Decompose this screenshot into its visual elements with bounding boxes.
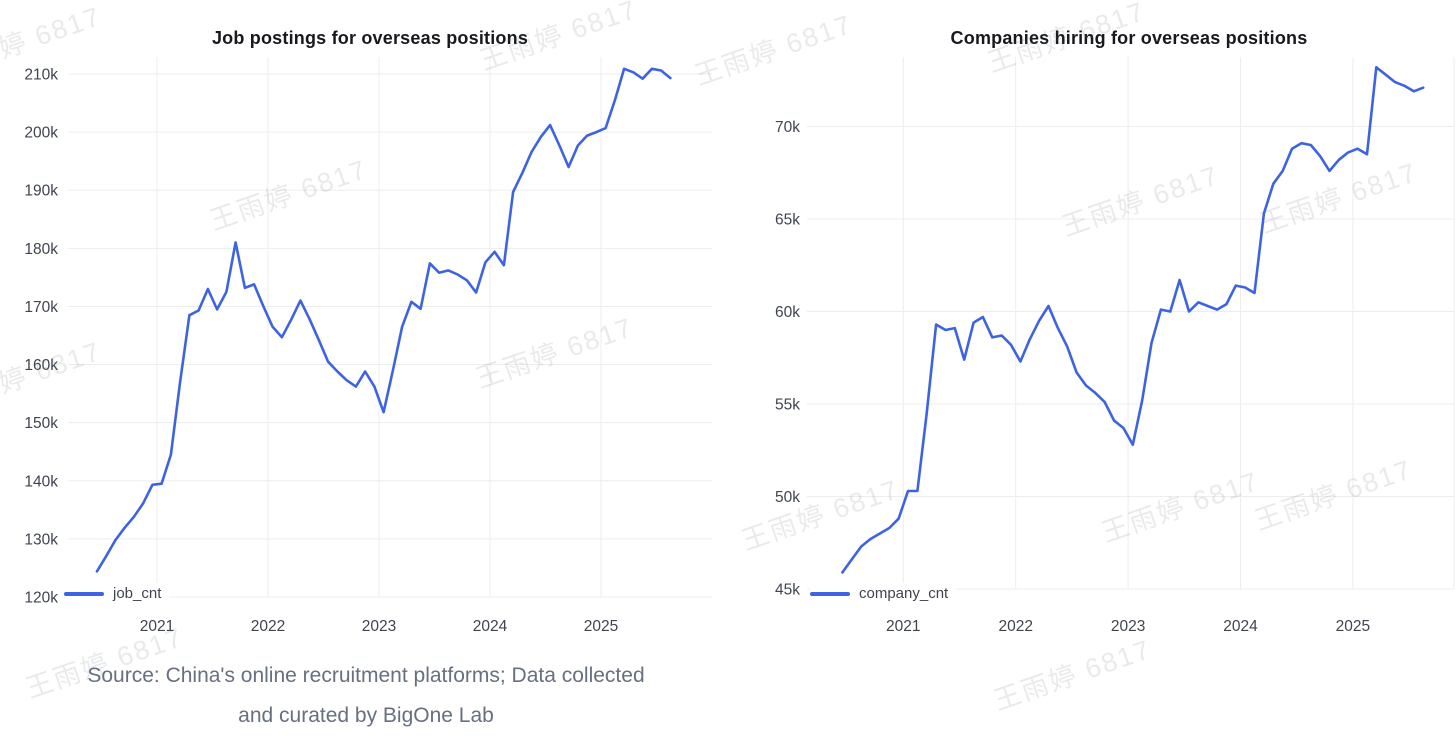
x-axis-tick-label: 2023 [1111, 618, 1145, 635]
y-axis-tick-label: 50k [775, 489, 800, 506]
x-axis-tick-label: 2025 [1336, 618, 1370, 635]
chart-title-companies-hiring: Companies hiring for overseas positions [950, 28, 1308, 48]
y-axis-tick-label: 130k [24, 531, 58, 548]
source-note: Source: China's online recruitment platf… [0, 656, 732, 736]
source-note-line1: Source: China's online recruitment platf… [87, 664, 645, 687]
y-axis-tick-label: 45k [775, 582, 800, 599]
y-axis-tick-label: 210k [24, 67, 58, 84]
legend-line-swatch [64, 591, 104, 596]
x-axis-tick-label: 2024 [473, 618, 508, 635]
y-axis-tick-label: 190k [24, 183, 58, 200]
companies-hiring-line-plot: 45k 50k 55k 60k 65k 70k 2021 2022 2023 2024 2025 [775, 57, 1455, 635]
y-axis-tick-label: 160k [24, 357, 58, 374]
y-axis-tick-label: 65k [775, 212, 800, 229]
y-axis-tick-label: 180k [24, 241, 58, 258]
y-axis-tick-label: 55k [775, 397, 800, 414]
legend-job-cnt: job_cnt [64, 583, 170, 604]
legend-label: job_cnt [113, 585, 162, 602]
y-axis-tick-label: 200k [24, 125, 58, 142]
series-line-job_cnt [95, 67, 672, 573]
x-axis-tick-label: 2022 [251, 618, 285, 635]
x-axis-tick-label: 2025 [584, 618, 618, 635]
legend-company-cnt: company_cnt [810, 583, 957, 604]
chart-title-job-postings: Job postings for overseas positions [211, 28, 529, 48]
x-axis-tick-label: 2023 [362, 618, 396, 635]
x-axis-tick-label: 2024 [1223, 618, 1258, 635]
x-axis-tick-label: 2021 [140, 618, 174, 635]
job-postings-line-plot: 120k 130k 140k 150k 160k 170k 180k 190k 200k 210k… [24, 57, 712, 635]
source-note-line2: and curated by BigOne Lab [238, 704, 494, 727]
x-axis-tick-label: 2021 [886, 618, 920, 635]
x-axis-tick-label: 2022 [998, 618, 1032, 635]
legend-line-swatch [810, 591, 850, 596]
legend-label: company_cnt [859, 585, 949, 602]
y-axis-tick-label: 170k [24, 299, 58, 316]
y-axis-tick-label: 140k [24, 473, 58, 490]
series-line-company_cnt [841, 66, 1425, 574]
y-axis-tick-label: 150k [24, 415, 58, 432]
y-axis-tick-label: 120k [24, 590, 58, 607]
y-axis-tick-label: 70k [775, 119, 800, 136]
y-axis-tick-label: 60k [775, 304, 800, 321]
